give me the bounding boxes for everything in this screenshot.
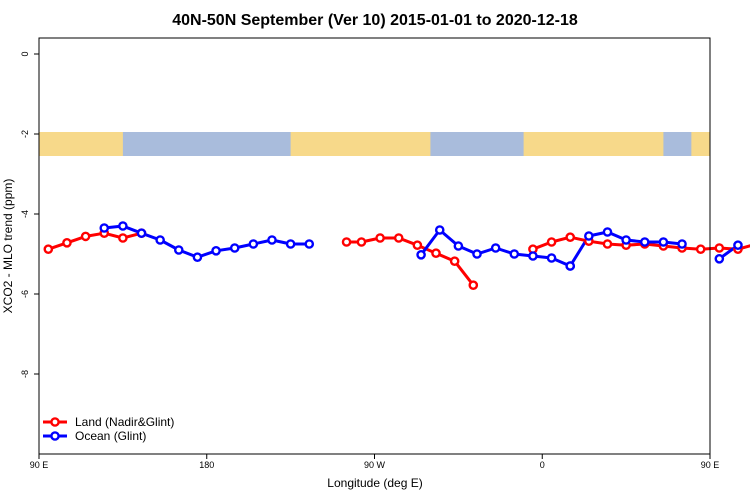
ocean-point	[509, 249, 520, 259]
land-point	[449, 256, 460, 267]
x-tick-label: 180	[199, 460, 214, 470]
ocean-point	[285, 239, 296, 249]
y-tick-label: 0	[20, 51, 30, 56]
land-point	[412, 240, 423, 250]
y-axis: 0 -2 -4 -6 -8	[20, 51, 39, 378]
x-tick-label: 0	[540, 460, 545, 470]
x-axis-label: Longitude (deg E)	[327, 476, 422, 490]
legend: Land (Nadir&Glint)Ocean (Glint)	[43, 415, 174, 443]
ocean-point	[136, 228, 147, 238]
map-strip	[39, 132, 710, 156]
land-point	[602, 239, 613, 249]
ocean-point	[173, 245, 184, 255]
map-land-region	[290, 132, 431, 156]
land-point	[468, 280, 479, 291]
land-series-line	[46, 231, 143, 251]
land-point	[546, 237, 557, 247]
ocean-point	[733, 240, 743, 250]
x-axis: 90 E 180 90 W 0 90 E	[30, 454, 720, 470]
ocean-point	[434, 225, 445, 235]
ocean-point	[229, 243, 240, 253]
ocean-point	[472, 249, 482, 259]
legend-swatch-marker	[50, 417, 60, 427]
land-point	[431, 248, 441, 258]
ocean-point	[658, 237, 669, 247]
land-point	[356, 237, 367, 247]
map-land-region	[523, 132, 664, 156]
land-point	[393, 233, 404, 243]
map-land-region	[691, 132, 710, 156]
ocean-point	[677, 239, 687, 249]
land-point	[118, 233, 128, 243]
y-tick-label: -8	[20, 370, 30, 378]
ocean-point	[416, 249, 426, 260]
legend-swatch-marker	[50, 431, 60, 441]
legend-label: Land (Nadir&Glint)	[75, 415, 174, 429]
ocean-point	[267, 235, 277, 245]
y-tick-label: -4	[20, 210, 30, 218]
ocean-point	[453, 241, 464, 251]
ocean-point	[528, 251, 538, 261]
ocean-point	[621, 235, 631, 245]
ocean-point	[192, 252, 203, 263]
ocean-point	[155, 235, 165, 245]
x-tick-label: 90 E	[701, 460, 720, 470]
x-tick-label: 90 W	[364, 460, 386, 470]
land-point	[714, 243, 725, 253]
ocean-point	[304, 239, 315, 249]
y-axis-label: XCO2 - MLO trend (ppm)	[1, 179, 15, 314]
land-point	[341, 237, 352, 247]
land-point	[695, 244, 706, 254]
ocean-point	[714, 253, 725, 264]
land-point	[375, 233, 385, 243]
ocean-point	[565, 261, 576, 271]
ocean-point	[639, 237, 650, 247]
land-point	[80, 231, 91, 242]
ocean-point	[584, 231, 594, 241]
y-tick-label: -6	[20, 290, 30, 298]
ocean-point	[490, 243, 501, 253]
ocean-point	[602, 227, 613, 237]
ocean-point	[118, 221, 128, 231]
ocean-point	[99, 223, 110, 233]
land-point	[62, 237, 72, 248]
land-point	[565, 232, 576, 242]
y-tick-label: -2	[20, 130, 30, 138]
x-tick-label: 90 E	[30, 460, 49, 470]
chart-title: 40N-50N September (Ver 10) 2015-01-01 to…	[172, 12, 578, 29]
series-layer	[43, 221, 750, 291]
legend-label: Ocean (Glint)	[75, 429, 146, 443]
ocean-point	[211, 245, 221, 256]
map-land-region	[39, 132, 123, 156]
ocean-point	[248, 239, 259, 249]
land-point	[43, 244, 54, 254]
ocean-series-line	[102, 224, 311, 259]
ocean-point	[546, 253, 557, 263]
